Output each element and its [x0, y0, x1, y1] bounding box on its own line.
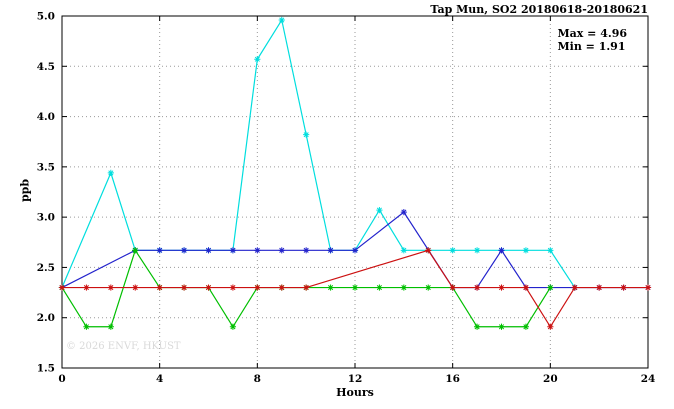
x-tick-label: 20: [543, 373, 558, 385]
series-blue-marker: [327, 247, 334, 254]
y-tick-label: 3.0: [37, 212, 55, 224]
series-cyan-marker: [473, 247, 481, 254]
x-tick-label: 24: [641, 373, 656, 385]
series-green-marker: [498, 323, 505, 330]
series-green-marker: [473, 323, 481, 330]
series-blue-marker: [180, 247, 188, 254]
min-value-label: Min = 1.91: [557, 40, 626, 53]
series-red-marker: [498, 284, 505, 291]
y-tick-label: 4.5: [37, 61, 55, 73]
series-cyan-marker: [254, 56, 261, 63]
series-green-marker: [351, 284, 359, 291]
series-green-marker: [400, 284, 407, 291]
series-blue-marker: [400, 209, 407, 216]
x-tick-label: 0: [58, 373, 65, 385]
series-cyan-line: [61, 18, 576, 288]
series-red-marker: [58, 284, 66, 291]
series-red-marker: [596, 284, 603, 291]
series-blue-marker: [156, 247, 163, 254]
series-red-marker: [644, 284, 652, 291]
series-red-marker: [620, 284, 627, 291]
series-blue-marker: [205, 247, 212, 254]
series-green-marker: [327, 284, 334, 291]
chart-title: Tap Mun, SO2 20180618-20180621: [430, 3, 648, 16]
series-blue-marker: [303, 247, 310, 254]
x-axis-label: Hours: [336, 386, 374, 399]
maxmin-annotation: Max = 4.96 Min = 1.91: [557, 27, 627, 53]
series-cyan-marker: [278, 16, 285, 24]
watermark: © 2026 ENVF, HKUST: [66, 341, 181, 352]
series-red-marker: [180, 284, 188, 291]
series-green-marker: [229, 323, 237, 330]
series-blue-marker: [278, 247, 285, 254]
series-blue-marker: [498, 247, 505, 254]
series-cyan-marker: [400, 247, 407, 254]
max-value-label: Max = 4.96: [557, 27, 627, 40]
y-tick-label: 2.5: [37, 262, 55, 274]
series-red-marker: [107, 284, 114, 291]
y-tick-label: 4.0: [37, 111, 55, 123]
series-red-marker: [205, 284, 212, 291]
series-red-marker: [449, 284, 456, 291]
series-cyan-marker: [522, 247, 530, 254]
y-tick-label: 2.0: [37, 312, 55, 324]
series-blue-marker: [351, 247, 359, 254]
series-red-marker: [229, 284, 237, 291]
series-red-marker: [132, 284, 139, 291]
series-cyan-marker: [107, 169, 114, 176]
series-red-marker: [473, 284, 481, 291]
series-red-marker: [83, 284, 90, 291]
x-tick-label: 16: [445, 373, 460, 385]
y-tick-label: 5.0: [37, 11, 55, 23]
series-green-marker: [132, 247, 139, 254]
series-red-marker: [547, 323, 554, 330]
series-cyan-marker: [547, 247, 554, 254]
series-cyan-marker: [449, 247, 456, 254]
series-red-marker: [156, 284, 163, 291]
series-red-marker: [522, 284, 530, 291]
y-tick-label: 1.5: [37, 363, 55, 375]
series-green-marker: [425, 284, 432, 291]
series-red-marker: [303, 284, 310, 291]
series-cyan-marker: [376, 207, 383, 214]
series-red-marker: [571, 284, 578, 291]
x-tick-label: 4: [156, 373, 163, 385]
series-red-marker: [278, 284, 285, 291]
series-cyan-marker: [303, 131, 310, 138]
y-tick-label: 3.5: [37, 161, 55, 173]
series-green-marker: [107, 323, 114, 330]
series-green-marker: [522, 323, 530, 330]
series-red-marker: [254, 284, 261, 291]
series-green-marker: [83, 323, 90, 330]
series-green-marker: [547, 284, 554, 291]
x-tick-label: 8: [254, 373, 261, 385]
series-blue-marker: [229, 247, 237, 254]
series-blue-marker: [254, 247, 261, 254]
x-tick-label: 12: [348, 373, 363, 385]
y-axis-label: ppb: [18, 178, 32, 203]
series-green-marker: [376, 284, 383, 291]
series-red-marker: [425, 247, 432, 254]
